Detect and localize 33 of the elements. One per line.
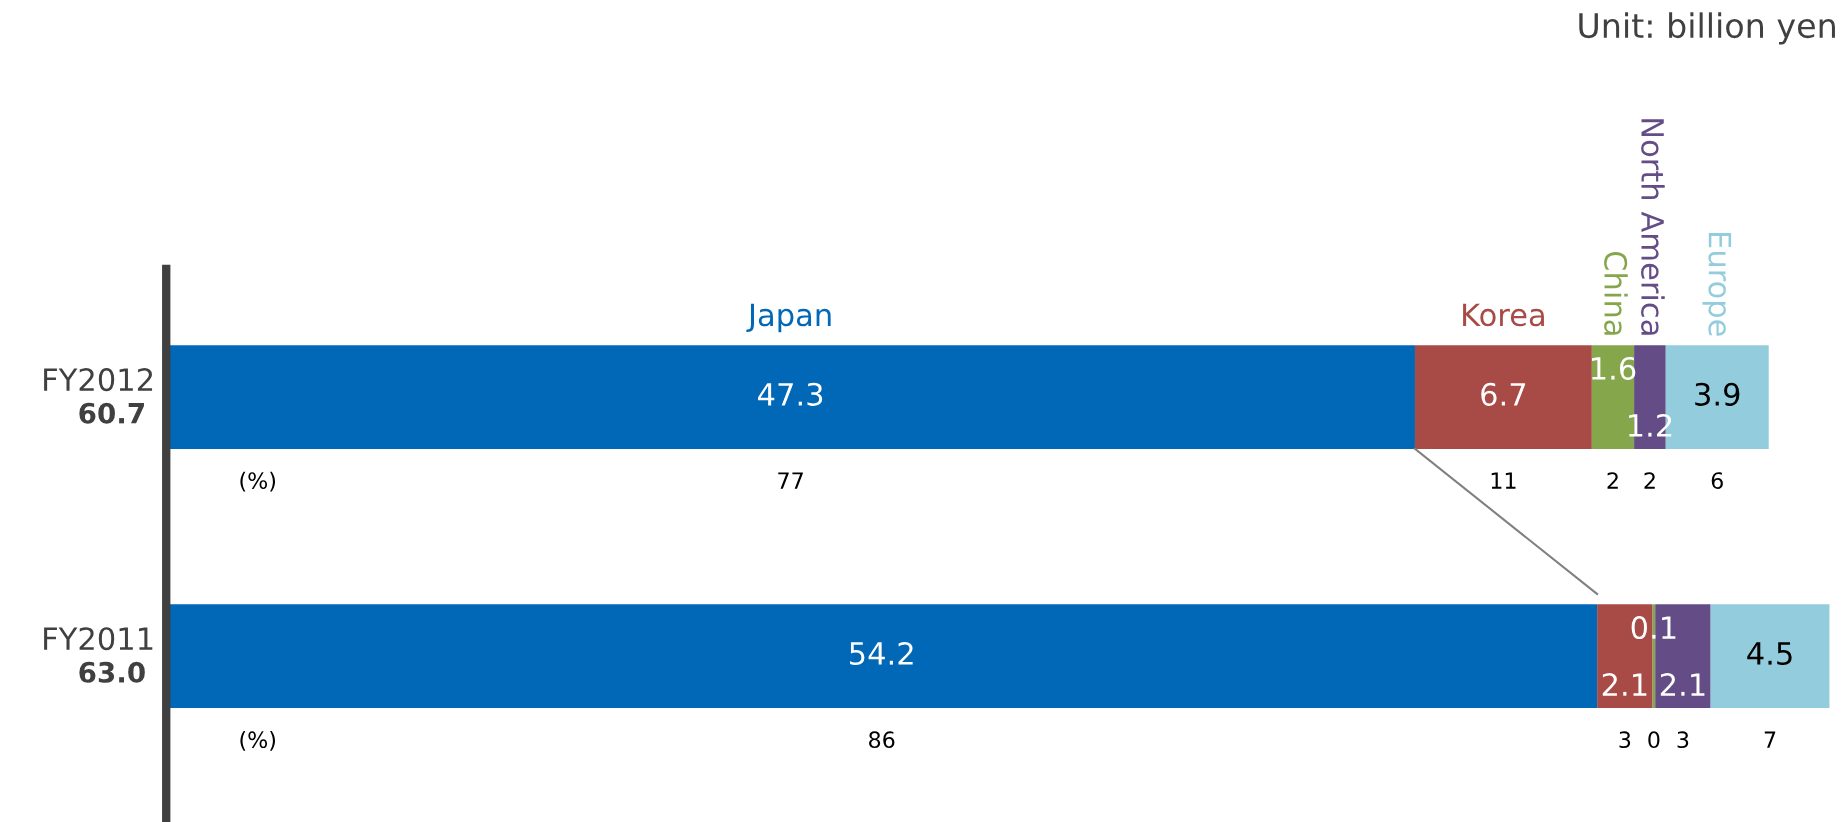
annotation: (%) [240,730,276,751]
text: North America [1641,119,1665,335]
data-label: 0.1 [1631,616,1676,640]
series-label: Japan [746,303,831,333]
y-tick-label: FY2011 [44,627,153,651]
data-label: 3.9 [1695,382,1740,406]
data-label: 2.1 [1660,673,1705,696]
annotation: 7 [1764,731,1776,748]
series-label: Korea [1463,303,1544,327]
annotation: (%) [240,471,276,492]
y-tick-label: FY2012 [44,368,153,392]
text: Europe [1702,233,1732,336]
annotation: 86 [869,731,895,749]
annotation: 11 [1491,472,1516,489]
data-label: 2.1 [1602,673,1647,696]
annotation: 2 [1607,472,1618,489]
data-label: 4.5 [1747,642,1792,666]
data-label: 54.2 [850,641,913,666]
data-label: 47.3 [758,382,823,406]
data-label: 1.6 [1592,356,1636,381]
annotation: 0 [1648,731,1660,749]
annotation: 3 [1677,731,1689,749]
data-label: 6.7 [1481,382,1526,406]
annotation: 3 [1619,731,1631,749]
bar [1710,604,1830,708]
text: China [1604,251,1628,335]
text: Unit: billion yen [1579,12,1835,45]
annotation: 2 [1644,472,1655,489]
annotation: 6 [1711,472,1723,490]
total-label: 63.0 [79,661,145,683]
bar [1414,345,1592,449]
annotation: 77 [778,472,803,489]
total-label: 60.7 [79,402,144,424]
